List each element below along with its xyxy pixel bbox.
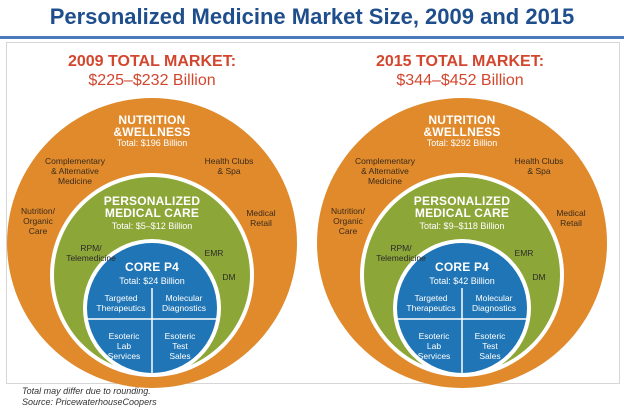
personalized-care-total: Total: $9–$118 Billion [419, 221, 505, 231]
market-diagram-2015: NUTRITION &WELLNESS Total: $292 Billion … [317, 98, 607, 388]
nested-circles-2009 [7, 98, 297, 388]
market-diagram-2009: NUTRITION &WELLNESS Total: $196 Billion … [7, 98, 297, 388]
label-complementary-medicine: Complementary & Alternative Medicine [45, 156, 105, 186]
label-health-clubs-spa: Health Clubs & Spa [204, 156, 254, 176]
nutrition-wellness-total: Total: $292 Billion [426, 138, 498, 148]
label-rpm-telemedicine: RPM/ Telemedicine [66, 243, 116, 263]
market-heading-range: $225–$232 Billion [88, 72, 216, 89]
personalized-title-line1: PERSONALIZED [103, 194, 201, 208]
nutrition-wellness-title: NUTRITION &WELLNESS [402, 114, 522, 138]
nutrition-title-line1: NUTRITION [428, 113, 496, 127]
market-heading-year: 2015 TOTAL MARKET: [375, 53, 545, 70]
label-dm: DM [532, 272, 546, 282]
page-title: Personalized Medicine Market Size, 2009 … [49, 4, 575, 29]
core-p4-total: Total: $24 Billion [119, 276, 185, 286]
quadrant-molecular-diagnostics: Molecular Diagnostics [472, 293, 516, 313]
personalized-title-line1: PERSONALIZED [413, 194, 511, 208]
quadrant-esoteric-test-sales: Esoteric Test Sales [164, 331, 196, 361]
core-p4-total: Total: $42 Billion [429, 276, 495, 286]
quadrant-esoteric-lab-services: Esoteric Lab Services [417, 331, 451, 361]
footer-rounding-note: Total may differ due to rounding. [22, 386, 151, 396]
label-dm: DM [222, 272, 236, 282]
nutrition-title-line2: &WELLNESS [423, 125, 501, 139]
core-p4-title: CORE P4 [124, 260, 180, 274]
footer-source: Source: PricewaterhouseCoopers [22, 397, 157, 407]
personalized-care-total: Total: $5–$12 Billion [111, 221, 193, 231]
personalized-title-line2: MEDICAL CARE [414, 206, 510, 220]
label-rpm-telemedicine: RPM/ Telemedicine [376, 243, 426, 263]
label-emr: EMR [204, 248, 224, 258]
market-heading-2009: 2009 TOTAL MARKET: $225–$232 Billion [22, 52, 282, 90]
label-health-clubs-spa: Health Clubs & Spa [514, 156, 564, 176]
label-nutrition-organic-care: Nutrition/ Organic Care [330, 206, 365, 236]
nutrition-wellness-total: Total: $196 Billion [116, 138, 188, 148]
market-heading-range: $344–$452 Billion [396, 72, 524, 89]
personalized-care-title: PERSONALIZED MEDICAL CARE [92, 195, 212, 219]
label-nutrition-organic-care: Nutrition/ Organic Care [20, 206, 55, 236]
personalized-care-title: PERSONALIZED MEDICAL CARE [402, 195, 522, 219]
quadrant-esoteric-lab-services: Esoteric Lab Services [107, 331, 141, 361]
nutrition-title-line1: NUTRITION [118, 113, 186, 127]
market-heading-year: 2009 TOTAL MARKET: [67, 53, 237, 70]
quadrant-targeted-therapeutics: Targeted Therapeutics [96, 293, 146, 313]
nutrition-title-line2: &WELLNESS [113, 125, 191, 139]
nested-circles-2015 [317, 98, 607, 388]
core-p4-title: CORE P4 [434, 260, 490, 274]
quadrant-targeted-therapeutics: Targeted Therapeutics [406, 293, 456, 313]
market-heading-2015: 2015 TOTAL MARKET: $344–$452 Billion [330, 52, 590, 90]
label-medical-retail: Medical Retail [556, 208, 586, 228]
label-complementary-medicine: Complementary & Alternative Medicine [355, 156, 415, 186]
footer-notes: Total may differ due to rounding. Source… [22, 386, 422, 408]
personalized-title-line2: MEDICAL CARE [104, 206, 200, 220]
title-divider [0, 36, 624, 39]
quadrant-molecular-diagnostics: Molecular Diagnostics [162, 293, 206, 313]
label-medical-retail: Medical Retail [246, 208, 276, 228]
quadrant-esoteric-test-sales: Esoteric Test Sales [474, 331, 506, 361]
nutrition-wellness-title: NUTRITION &WELLNESS [92, 114, 212, 138]
label-emr: EMR [514, 248, 534, 258]
